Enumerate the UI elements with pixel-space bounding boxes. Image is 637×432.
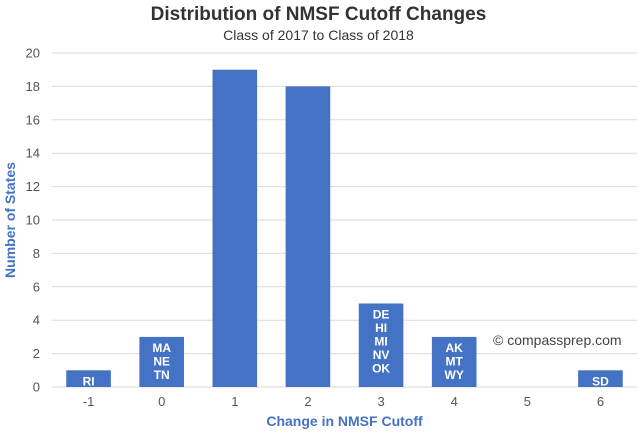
bar-data-label: TN xyxy=(154,368,170,382)
bar xyxy=(578,370,623,387)
bar xyxy=(66,370,111,387)
x-axis-title: Change in NMSF Cutoff xyxy=(266,413,423,429)
watermark: © compassprep.com xyxy=(493,332,622,348)
bar-data-label: MI xyxy=(374,335,387,349)
x-tick-label: 0 xyxy=(158,394,165,409)
bar-data-label: AK xyxy=(446,341,464,355)
x-tick-label: 1 xyxy=(231,394,238,409)
x-tick-label: 3 xyxy=(377,394,384,409)
chart-title: Distribution of NMSF Cutoff Changes xyxy=(150,4,487,25)
bar-data-label: MA xyxy=(152,341,171,355)
bar-data-label: WY xyxy=(445,368,464,382)
y-tick-label: 4 xyxy=(33,313,40,328)
y-tick-label: 0 xyxy=(33,380,40,395)
bar xyxy=(139,336,184,387)
bar-data-label: DE xyxy=(373,308,390,322)
y-tick-label: 2 xyxy=(33,346,40,361)
bar-data-label: NE xyxy=(153,354,170,368)
bar-data-label: OK xyxy=(372,362,390,376)
bar xyxy=(285,86,331,388)
chart-subtitle: Class of 2017 to Class of 2018 xyxy=(223,27,414,43)
x-tick-label: -1 xyxy=(83,394,95,409)
bar xyxy=(212,69,258,387)
y-tick-label: 16 xyxy=(26,112,40,127)
x-tick-label: 6 xyxy=(597,394,604,409)
bar-data-label: MT xyxy=(446,354,464,368)
y-tick-label: 10 xyxy=(26,213,40,228)
y-tick-label: 14 xyxy=(26,146,40,161)
x-tick-label: 2 xyxy=(304,394,311,409)
bar xyxy=(358,303,404,387)
y-axis-title: Number of States xyxy=(2,162,18,278)
y-tick-label: 8 xyxy=(33,246,40,261)
y-tick-label: 6 xyxy=(33,279,40,294)
bar-data-label: RI xyxy=(83,374,95,388)
y-tick-label: 20 xyxy=(26,46,40,61)
bar xyxy=(431,336,477,387)
bar-data-label: HI xyxy=(375,321,387,335)
y-tick-label: 18 xyxy=(26,79,40,94)
x-tick-label: 4 xyxy=(451,394,458,409)
x-tick-label: 5 xyxy=(524,394,531,409)
y-tick-label: 12 xyxy=(26,179,40,194)
bar-data-label: SD xyxy=(592,374,609,388)
bar-data-label: NV xyxy=(373,348,390,362)
